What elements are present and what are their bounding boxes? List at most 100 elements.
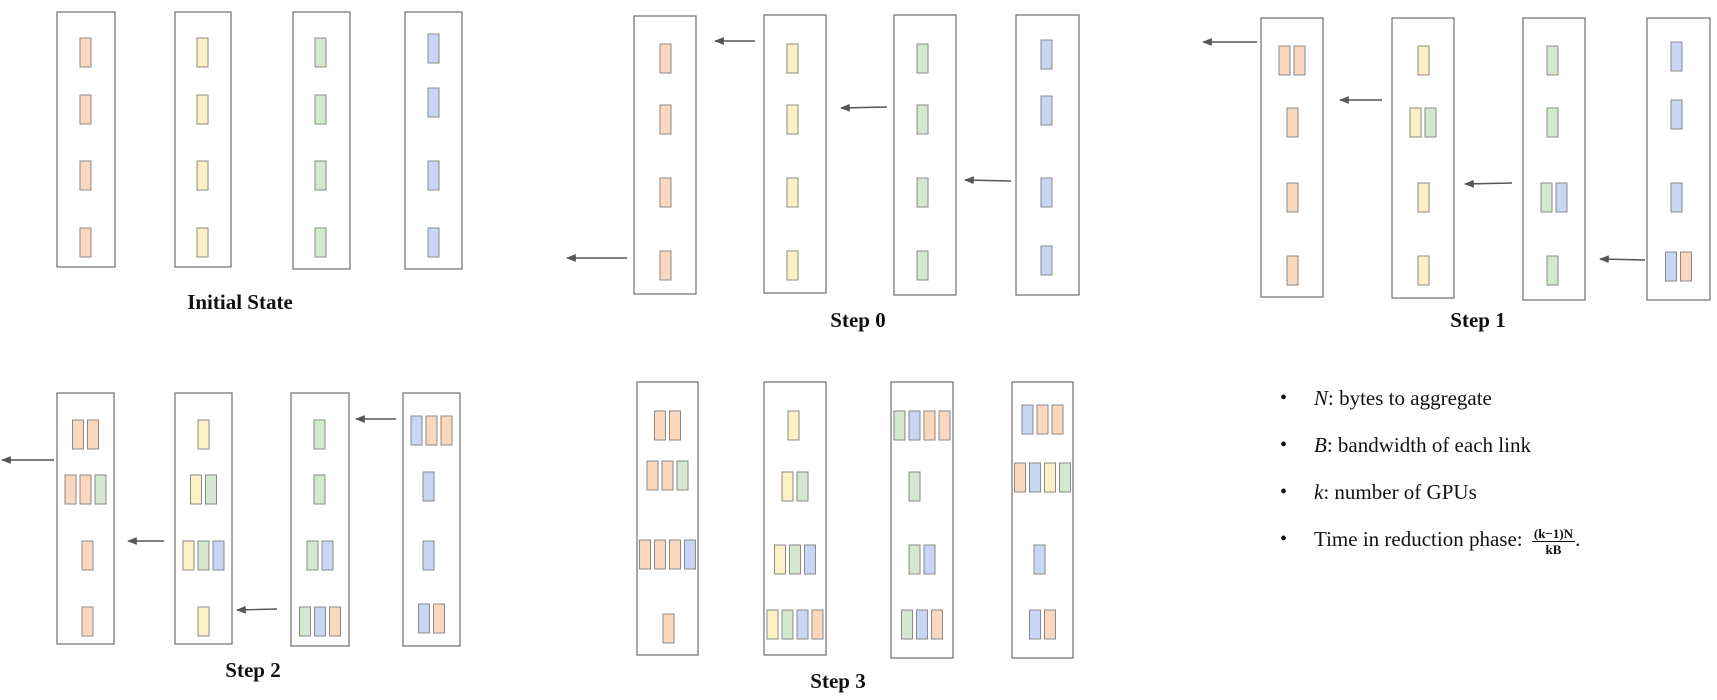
fraction-numerator: (k−1)N xyxy=(1531,525,1576,542)
data-chunk-green xyxy=(314,37,327,68)
data-chunk-orange xyxy=(79,94,92,125)
data-chunk-green xyxy=(313,419,326,450)
data-chunk-blue xyxy=(923,544,936,575)
data-chunk-yellow xyxy=(787,410,800,441)
data-chunk-green xyxy=(1546,255,1559,286)
data-chunk-orange xyxy=(81,540,94,571)
data-chunk-blue xyxy=(908,410,921,441)
data-chunk-blue xyxy=(1665,251,1677,282)
data-chunk-orange xyxy=(661,460,674,491)
data-chunk-orange xyxy=(654,539,666,570)
data-chunk-orange xyxy=(64,474,77,505)
data-chunk-orange xyxy=(659,177,672,208)
data-chunk-green xyxy=(1059,462,1071,493)
data-chunk-yellow xyxy=(197,419,210,450)
data-chunk-orange xyxy=(1044,609,1056,640)
data-chunk-orange xyxy=(1036,404,1049,435)
data-chunk-blue xyxy=(916,609,928,640)
data-chunk-yellow xyxy=(774,544,786,575)
data-chunk-blue xyxy=(427,227,440,258)
data-chunk-blue xyxy=(422,540,435,571)
data-chunk-green xyxy=(916,104,929,135)
data-chunk-orange xyxy=(654,410,666,441)
data-chunk-blue xyxy=(796,609,809,640)
legend-item-k: k: number of GPUs xyxy=(1280,477,1700,524)
data-chunk-orange xyxy=(1286,107,1299,138)
legend-suffix: . xyxy=(1575,527,1581,551)
data-chunk-orange xyxy=(659,43,672,74)
time-fraction: (k−1)N kB xyxy=(1531,525,1576,557)
data-chunk-orange xyxy=(1051,404,1064,435)
data-chunk-orange xyxy=(923,410,936,441)
data-chunk-blue xyxy=(1670,182,1683,213)
data-chunk-orange xyxy=(79,474,92,505)
panel-label-step-2: Step 2 xyxy=(225,658,281,682)
data-chunk-orange xyxy=(1293,45,1306,76)
data-chunk-orange xyxy=(72,419,84,450)
data-chunk-orange xyxy=(87,419,99,450)
legend-symbol: N xyxy=(1314,386,1329,410)
transfer-arrow xyxy=(964,176,1012,185)
data-chunk-yellow xyxy=(786,43,799,74)
legend-symbol: B xyxy=(1314,433,1327,457)
legend-item-b: B: bandwidth of each link xyxy=(1280,430,1700,477)
transfer-arrow xyxy=(840,103,888,112)
data-chunk-blue xyxy=(422,471,435,502)
data-chunk-green xyxy=(901,609,913,640)
data-chunk-blue xyxy=(1021,404,1034,435)
data-chunk-orange xyxy=(79,37,92,68)
data-chunk-orange xyxy=(440,415,453,446)
transfer-arrow xyxy=(1599,255,1646,264)
legend-text: Time in reduction phase: xyxy=(1314,527,1528,551)
data-chunk-yellow xyxy=(196,37,209,68)
data-chunk-green xyxy=(908,544,921,575)
data-chunk-green xyxy=(789,544,801,575)
data-chunk-orange xyxy=(1014,462,1026,493)
data-chunk-blue xyxy=(1670,99,1683,130)
data-chunk-green xyxy=(94,474,107,505)
data-chunk-yellow xyxy=(182,540,195,571)
data-chunk-blue xyxy=(1040,95,1053,126)
data-chunk-yellow xyxy=(766,609,779,640)
data-chunk-orange xyxy=(811,609,824,640)
data-chunk-blue xyxy=(1670,41,1683,72)
fraction-denominator: kB xyxy=(1545,541,1562,557)
data-chunk-green xyxy=(916,250,929,281)
data-chunk-green xyxy=(314,94,327,125)
legend-item-time: Time in reduction phase: (k−1)NkB. xyxy=(1280,524,1700,571)
data-chunk-orange xyxy=(79,227,92,258)
data-chunk-orange xyxy=(1278,45,1291,76)
data-chunk-orange xyxy=(329,606,341,637)
data-chunk-blue xyxy=(684,539,696,570)
gpu-box xyxy=(1260,17,1324,298)
data-chunk-yellow xyxy=(1417,45,1430,76)
gpu-box xyxy=(636,381,699,656)
data-chunk-orange xyxy=(79,160,92,191)
data-chunk-green xyxy=(306,540,319,571)
gpu-box xyxy=(56,392,115,645)
data-chunk-orange xyxy=(659,250,672,281)
data-chunk-blue xyxy=(804,544,816,575)
data-chunk-yellow xyxy=(1409,107,1422,138)
data-chunk-blue xyxy=(1040,39,1053,70)
data-chunk-green xyxy=(205,474,217,505)
data-chunk-yellow xyxy=(786,104,799,135)
panel-label-initial-state: Initial State xyxy=(187,290,293,314)
data-chunk-orange xyxy=(938,410,951,441)
data-chunk-yellow xyxy=(1044,462,1056,493)
transfer-arrow xyxy=(1464,179,1513,188)
data-chunk-orange xyxy=(1680,251,1692,282)
data-chunk-orange xyxy=(669,539,681,570)
panel-label-step-0: Step 0 xyxy=(830,308,886,332)
data-chunk-green xyxy=(1546,107,1559,138)
data-chunk-green xyxy=(197,540,210,571)
data-chunk-green xyxy=(313,474,326,505)
data-chunk-yellow xyxy=(190,474,202,505)
data-chunk-yellow xyxy=(786,177,799,208)
legend-text: : bytes to aggregate xyxy=(1328,386,1492,410)
data-chunk-blue xyxy=(1029,609,1041,640)
data-chunk-orange xyxy=(639,539,651,570)
data-chunk-yellow xyxy=(781,471,794,502)
data-chunk-orange xyxy=(1286,182,1299,213)
